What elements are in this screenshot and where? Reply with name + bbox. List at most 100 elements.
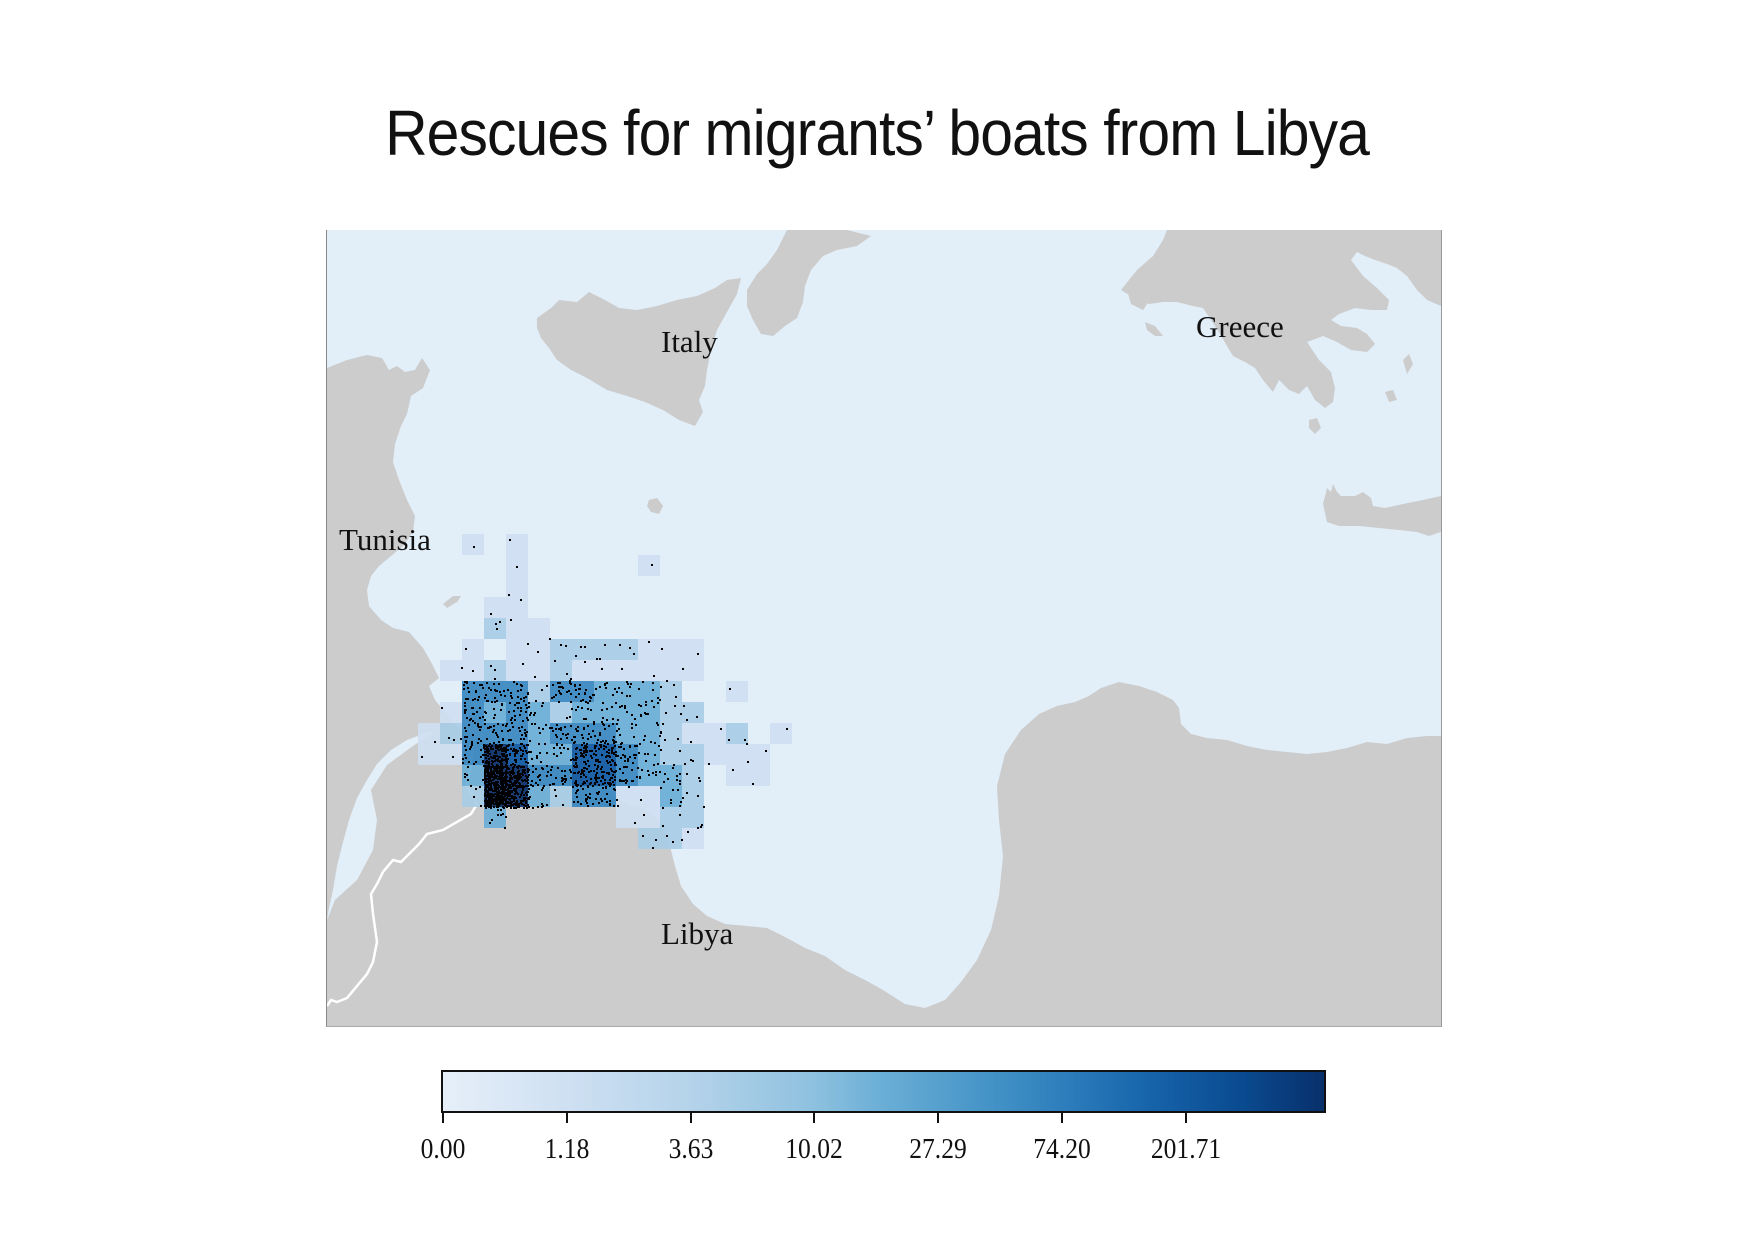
rescue-point bbox=[508, 711, 510, 714]
rescue-point bbox=[489, 770, 492, 773]
heatmap-cell bbox=[682, 660, 704, 681]
rescue-point bbox=[493, 794, 496, 797]
rescue-point bbox=[618, 779, 621, 782]
rescue-point bbox=[659, 731, 662, 734]
rescue-point bbox=[662, 723, 665, 726]
rescue-point bbox=[503, 746, 506, 749]
rescue-point bbox=[485, 794, 488, 797]
rescue-point bbox=[582, 747, 585, 750]
rescue-point bbox=[505, 776, 508, 779]
heatmap-cell bbox=[506, 555, 528, 576]
rescue-point bbox=[519, 793, 522, 796]
rescue-point bbox=[504, 791, 507, 794]
rescue-point bbox=[602, 775, 605, 778]
rescue-point bbox=[548, 783, 551, 786]
rescue-point bbox=[501, 780, 504, 783]
rescue-point bbox=[573, 766, 576, 769]
rescue-point bbox=[578, 693, 581, 696]
aegean-island-landmass bbox=[1403, 354, 1413, 374]
rescue-point bbox=[505, 792, 508, 795]
rescue-point bbox=[608, 724, 611, 727]
rescue-point bbox=[551, 765, 554, 768]
rescue-point bbox=[498, 790, 501, 793]
rescue-point bbox=[495, 791, 498, 794]
rescue-point bbox=[574, 695, 577, 698]
rescue-point bbox=[515, 777, 518, 780]
rescue-point bbox=[499, 778, 502, 781]
rescue-point bbox=[488, 745, 491, 748]
rescue-point bbox=[516, 791, 519, 794]
rescue-point bbox=[506, 744, 509, 747]
rescue-point bbox=[610, 751, 613, 754]
rescue-point bbox=[607, 782, 610, 785]
rescue-point bbox=[484, 771, 487, 774]
rescue-point bbox=[493, 785, 496, 788]
rescue-point bbox=[519, 698, 522, 701]
rescue-point bbox=[510, 772, 513, 775]
rescue-point bbox=[612, 760, 615, 763]
rescue-point bbox=[585, 749, 588, 752]
rescue-point bbox=[502, 773, 505, 776]
rescue-point bbox=[497, 808, 500, 811]
rescue-point bbox=[564, 769, 567, 772]
rescue-point bbox=[494, 788, 497, 791]
rescue-point bbox=[576, 729, 579, 732]
heatmap-cell bbox=[550, 786, 572, 807]
rescue-point bbox=[498, 797, 501, 800]
rescue-point bbox=[512, 788, 515, 791]
rescue-point bbox=[595, 780, 598, 783]
rescue-point bbox=[629, 647, 632, 650]
rescue-point bbox=[623, 748, 626, 751]
colorbar-tick bbox=[565, 1113, 568, 1123]
rescue-point bbox=[596, 772, 599, 775]
rescue-point bbox=[491, 781, 494, 784]
rescue-point bbox=[660, 787, 663, 790]
rescue-point bbox=[472, 712, 475, 715]
rescue-point bbox=[540, 805, 543, 808]
label-libya: Libya bbox=[661, 916, 734, 951]
rescue-point bbox=[560, 751, 563, 754]
rescue-point bbox=[486, 780, 489, 783]
rescue-point bbox=[598, 776, 601, 779]
rescue-point bbox=[731, 768, 734, 771]
rescue-point bbox=[582, 770, 585, 773]
rescue-point bbox=[561, 783, 564, 786]
rescue-point bbox=[524, 734, 527, 737]
rescue-point bbox=[598, 802, 601, 805]
rescue-point bbox=[656, 722, 659, 725]
rescue-point bbox=[521, 788, 524, 791]
rescue-point bbox=[475, 787, 478, 790]
rescue-point bbox=[495, 802, 498, 805]
rescue-point bbox=[653, 742, 656, 745]
rescue-point bbox=[528, 740, 531, 743]
rescue-point bbox=[466, 766, 469, 769]
rescue-point bbox=[585, 748, 588, 751]
heatmap-cell bbox=[440, 702, 462, 723]
rescue-point bbox=[489, 798, 492, 801]
rescue-point bbox=[502, 813, 505, 815]
rescue-point bbox=[624, 766, 627, 769]
rescue-point bbox=[595, 767, 598, 770]
rescue-point bbox=[504, 786, 507, 789]
rescue-point bbox=[617, 727, 620, 730]
rescue-point bbox=[601, 716, 604, 719]
rescue-point bbox=[666, 835, 669, 838]
rescue-point bbox=[499, 797, 502, 800]
rescue-point bbox=[528, 705, 531, 708]
rescue-point bbox=[522, 697, 525, 700]
rescue-point bbox=[520, 754, 523, 757]
rescue-point bbox=[629, 683, 632, 686]
rescue-point bbox=[514, 718, 517, 721]
rescue-point bbox=[522, 780, 525, 783]
rescue-point bbox=[606, 800, 609, 803]
rescue-point bbox=[579, 775, 582, 778]
rescue-point bbox=[600, 765, 603, 768]
rescue-point bbox=[630, 727, 633, 730]
rescue-point bbox=[500, 796, 503, 799]
rescue-point bbox=[472, 795, 475, 798]
rescue-point bbox=[623, 760, 626, 763]
rescue-point bbox=[593, 753, 596, 756]
rescue-point bbox=[610, 770, 613, 773]
colorbar-tick-label: 74.20 bbox=[1033, 1133, 1091, 1165]
rescue-point bbox=[584, 775, 587, 778]
